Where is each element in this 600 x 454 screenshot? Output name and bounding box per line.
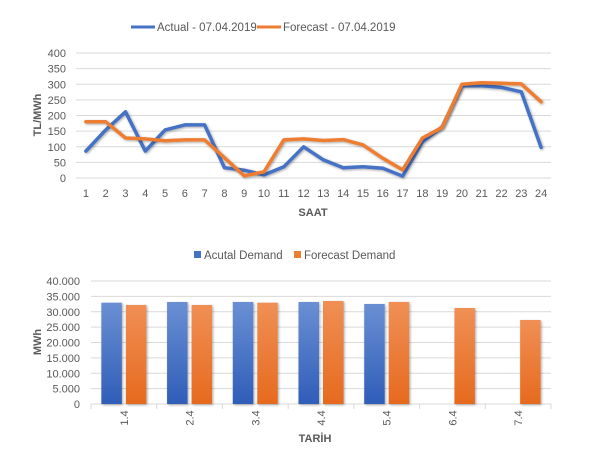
y-tick-label: 250 (48, 95, 66, 107)
series-line-actual (84, 84, 543, 178)
x-tick-label: 4.4 (316, 410, 328, 425)
x-tick-label: 6.4 (447, 410, 459, 425)
line-chart-x-ticks: 1 2 3 4 5 6 7 8 9 10 11 12 13 14 15 16 17 18 19 20 21 22 23 24 (83, 188, 547, 200)
y-tick-label: 5.000 (52, 384, 80, 396)
x-tick-label: 1 (83, 188, 89, 200)
y-tick-label: 15.000 (46, 353, 80, 365)
legend-label-actual-demand: Acutal Demand (204, 250, 283, 262)
x-tick-label: 3.4 (250, 410, 262, 425)
y-tick-label: 20.000 (46, 338, 80, 350)
x-tick-label: 5.4 (382, 410, 394, 425)
line-chart-y-ticks: 0 50 100 150 200 250 300 350 400 (48, 48, 66, 185)
legend-label-forecast: Forecast - 07.04.2019 (283, 22, 396, 34)
x-tick-label: 24 (535, 188, 547, 200)
bar-forecast-demand (191, 304, 213, 404)
bar-chart-gridlines (90, 280, 552, 409)
bar-actual-demand (167, 302, 188, 404)
legend-swatch-actual-demand (194, 251, 201, 258)
line-chart: Actual - 07.04.2019 Forecast - 07.04.201… (32, 22, 551, 219)
y-tick-label: 25.000 (46, 322, 80, 334)
bar-actual-demand (298, 302, 319, 404)
bar-forecast-demand (520, 319, 541, 404)
x-tick-label: 20 (456, 188, 468, 200)
x-tick-label: 18 (416, 188, 428, 200)
bar-chart-series (101, 300, 541, 404)
bar-actual-demand (101, 302, 122, 404)
x-tick-label: 23 (515, 188, 527, 200)
y-tick-label: 0 (60, 173, 66, 185)
y-tick-label: 150 (48, 126, 66, 138)
x-tick-label: 1.4 (119, 410, 131, 425)
bar-chart: Acutal Demand Forecast Demand 0 5.000 10.0… (32, 250, 552, 445)
x-tick-label: 14 (337, 188, 349, 200)
line-chart-series (84, 80, 543, 178)
bar-forecast-demand (125, 304, 147, 404)
line-chart-legend: Actual - 07.04.2019 Forecast - 07.04.201… (131, 22, 396, 34)
bar-forecast-demand (257, 302, 278, 404)
bar-forecast-demand (323, 300, 344, 404)
y-tick-label: 10.000 (46, 368, 80, 380)
x-tick-label: 9 (241, 188, 247, 200)
bar-forecast-demand (454, 307, 475, 404)
line-chart-gridlines (76, 52, 551, 179)
x-tick-label: 2 (103, 188, 109, 200)
x-tick-label: 17 (396, 188, 408, 200)
line-chart-x-axis-title: SAAT (298, 207, 327, 219)
x-tick-label: 5 (162, 188, 168, 200)
x-tick-label: 4 (142, 188, 148, 200)
x-tick-label: 8 (221, 188, 227, 200)
bar-chart-x-axis-title: TARİH (299, 432, 332, 445)
series-line-forecast (84, 80, 543, 178)
x-tick-label: 21 (476, 188, 488, 200)
line-chart-y-axis-title: TL/MWh (32, 93, 44, 136)
bar-actual-demand (364, 304, 385, 404)
bar-chart-x-ticks: 1.4 2.4 3.4 4.4 5.4 6.4 7.4 (119, 410, 525, 425)
x-tick-label: 6 (182, 188, 188, 200)
x-tick-label: 7.4 (513, 410, 525, 425)
y-tick-label: 400 (48, 48, 66, 60)
y-tick-label: 35.000 (46, 291, 80, 303)
legend-label-forecast-demand: Forecast Demand (304, 250, 395, 262)
x-tick-label: 2.4 (185, 410, 197, 425)
x-tick-label: 12 (297, 188, 309, 200)
x-tick-label: 19 (436, 188, 448, 200)
x-tick-label: 15 (357, 188, 369, 200)
x-tick-label: 10 (258, 188, 270, 200)
bar-chart-y-ticks: 0 5.000 10.000 15.000 20.000 25.000 30.000 35.0… (46, 276, 80, 411)
x-tick-label: 22 (495, 188, 507, 200)
bar-chart-y-axis-title: MWh (32, 329, 44, 356)
y-tick-label: 0 (74, 399, 80, 411)
y-tick-label: 30.000 (46, 307, 80, 319)
y-tick-label: 40.000 (46, 276, 80, 288)
bar-forecast-demand (388, 302, 410, 404)
bar-chart-legend: Acutal Demand Forecast Demand (194, 250, 395, 262)
y-tick-label: 350 (48, 64, 66, 76)
x-tick-label: 13 (317, 188, 329, 200)
y-tick-label: 300 (48, 79, 66, 91)
bar-actual-demand (232, 302, 254, 404)
x-tick-label: 7 (202, 188, 208, 200)
x-tick-label: 3 (122, 188, 128, 200)
legend-label-actual: Actual - 07.04.2019 (157, 22, 257, 34)
y-tick-label: 200 (48, 111, 66, 123)
y-tick-label: 50 (54, 157, 66, 169)
legend-swatch-forecast-demand (294, 251, 301, 258)
x-tick-label: 16 (377, 188, 389, 200)
y-tick-label: 100 (48, 142, 66, 154)
x-tick-label: 11 (278, 188, 289, 200)
